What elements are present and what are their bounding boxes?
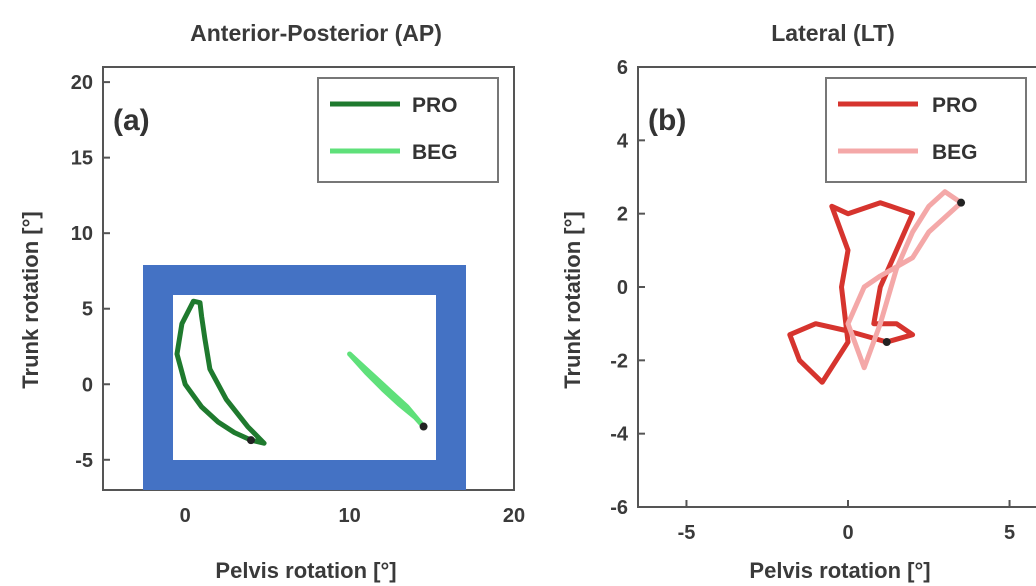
panel-b-ticks: -5 0 5 -6 -4 -2 0 2 4 6 bbox=[610, 57, 1015, 544]
panel-b-series bbox=[787, 189, 966, 385]
legend-b-pro-label: PRO bbox=[932, 94, 978, 117]
panel-b-xtick-label: -5 bbox=[678, 522, 696, 544]
panel-a-ytick-label: 5 bbox=[82, 299, 93, 321]
panel-a-ytick-label: 10 bbox=[71, 223, 93, 245]
panel-a-letter: (a) bbox=[113, 104, 150, 137]
panel-b-ytick-label: 4 bbox=[617, 130, 629, 152]
panel-b-xtick-label: 0 bbox=[842, 522, 853, 544]
highlight-frame bbox=[143, 265, 466, 490]
panel-a-ticks: 0 10 20 -5 0 5 10 15 20 bbox=[71, 72, 525, 527]
panel-b-ytick-label: -6 bbox=[610, 497, 628, 519]
panel-a-ytick-label: 15 bbox=[71, 148, 93, 170]
panel-a-xtick-label: 10 bbox=[338, 505, 360, 527]
panel-a-xtick-label: 0 bbox=[180, 505, 191, 527]
panel-b-series-pro-line bbox=[787, 200, 916, 385]
panel-a-xlabel: Pelvis rotation [°] bbox=[215, 558, 396, 583]
legend-pro-label: PRO bbox=[412, 94, 458, 117]
legend-b-beg-label: BEG bbox=[932, 141, 978, 164]
panel-a-series-beg-marker bbox=[419, 422, 428, 431]
panel-a-legend: PRO BEG bbox=[317, 77, 499, 183]
panel-b-xlabel: Pelvis rotation [°] bbox=[749, 558, 930, 583]
panel-a: Anterior-Posterior (AP) (a) 0 10 20 -5 0 5 10 1… bbox=[18, 20, 525, 583]
panel-a-ylabel: Trunk rotation [°] bbox=[18, 211, 43, 388]
legend-beg-label: BEG bbox=[412, 141, 458, 164]
panel-a-legend-box bbox=[317, 77, 499, 183]
panel-a-series bbox=[174, 298, 428, 446]
panel-b-series-beg-line bbox=[845, 189, 964, 371]
panel-a-xtick-label: 20 bbox=[503, 505, 525, 527]
panel-b-legend: PRO BEG bbox=[825, 77, 1027, 183]
panel-b-letter: (b) bbox=[648, 104, 686, 137]
panel-b-xtick-label: 5 bbox=[1004, 522, 1015, 544]
highlight-box bbox=[143, 265, 466, 490]
panel-a-series-pro-line bbox=[174, 298, 267, 446]
panel-b-ytick-label: 6 bbox=[617, 57, 628, 79]
panel-b-ytick-label: -2 bbox=[610, 350, 628, 372]
panel-a-series-beg-line bbox=[347, 351, 427, 430]
panel-a-title: Anterior-Posterior (AP) bbox=[190, 20, 442, 46]
panel-b-ylabel: Trunk rotation [°] bbox=[560, 211, 585, 388]
panel-b-title: Lateral (LT) bbox=[771, 20, 895, 46]
panel-a-ytick-label: -5 bbox=[75, 450, 93, 472]
panel-a-ytick-label: 20 bbox=[71, 72, 93, 94]
panel-b-series-pro-marker bbox=[882, 338, 891, 346]
panel-b-series-beg-marker bbox=[957, 198, 966, 207]
panel-b-ytick-label: 0 bbox=[617, 277, 628, 299]
panel-b-legend-box bbox=[825, 77, 1027, 183]
panel-a-ytick-label: 0 bbox=[82, 374, 93, 396]
panel-a-series-pro-marker bbox=[246, 436, 255, 445]
panel-b: Lateral (LT) (b) -5 0 5 -6 -4 -2 0 2 4 6 Pelvis r… bbox=[560, 20, 1036, 583]
panel-b-ytick-label: 2 bbox=[617, 204, 628, 226]
panel-b-ytick-label: -4 bbox=[610, 424, 629, 446]
